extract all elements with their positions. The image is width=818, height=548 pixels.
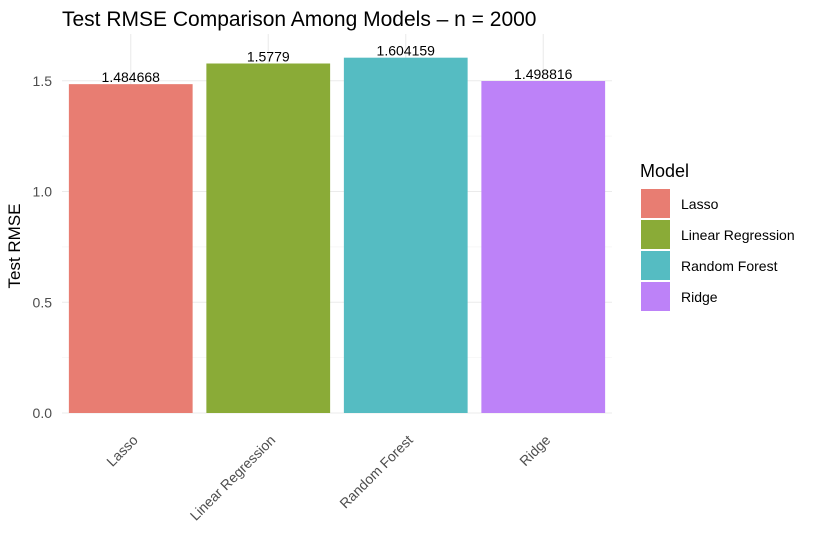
bar-lasso [68,84,193,414]
bar-random-forest [343,57,468,414]
bar-value-label: 1.5779 [247,48,290,64]
x-tick-label: Linear Regression [187,432,279,524]
legend-label: Lasso [681,196,719,212]
legend-swatch [641,189,670,218]
x-tick-label: Lasso [103,432,141,470]
legend-label: Ridge [681,289,718,305]
bar-value-label: 1.604159 [377,43,436,59]
y-tick-label: 0.0 [33,405,53,421]
legend-swatch [641,251,670,280]
x-tick-label: Random Forest [336,432,416,512]
bar-value-label: 1.498816 [514,66,573,82]
legend-swatch [641,220,670,249]
chart-title: Test RMSE Comparison Among Models – n = … [62,8,537,31]
bar-value-label: 1.484668 [102,69,161,85]
y-tick-label: 1.0 [33,184,53,200]
x-axis-ticks: Lasso Linear Regression Random Forest Ridge [103,432,553,524]
y-tick-label: 1.5 [33,73,53,89]
x-tick-label: Ridge [516,432,553,469]
legend-label: Random Forest [681,258,778,274]
legend-swatch [641,282,670,311]
bar-ridge [481,81,606,413]
legend: Model Lasso Linear Regression Random Fores… [640,161,795,311]
y-axis-ticks: 0.0 0.5 1.0 1.5 [33,73,53,421]
y-tick-label: 0.5 [33,294,53,310]
legend-title: Model [640,161,689,181]
y-axis-label: Test RMSE [5,203,24,288]
legend-label: Linear Regression [681,227,795,243]
bars: 1.484668 1.5779 1.604159 1.498816 [68,43,606,414]
bar-linear-regression [206,63,331,414]
